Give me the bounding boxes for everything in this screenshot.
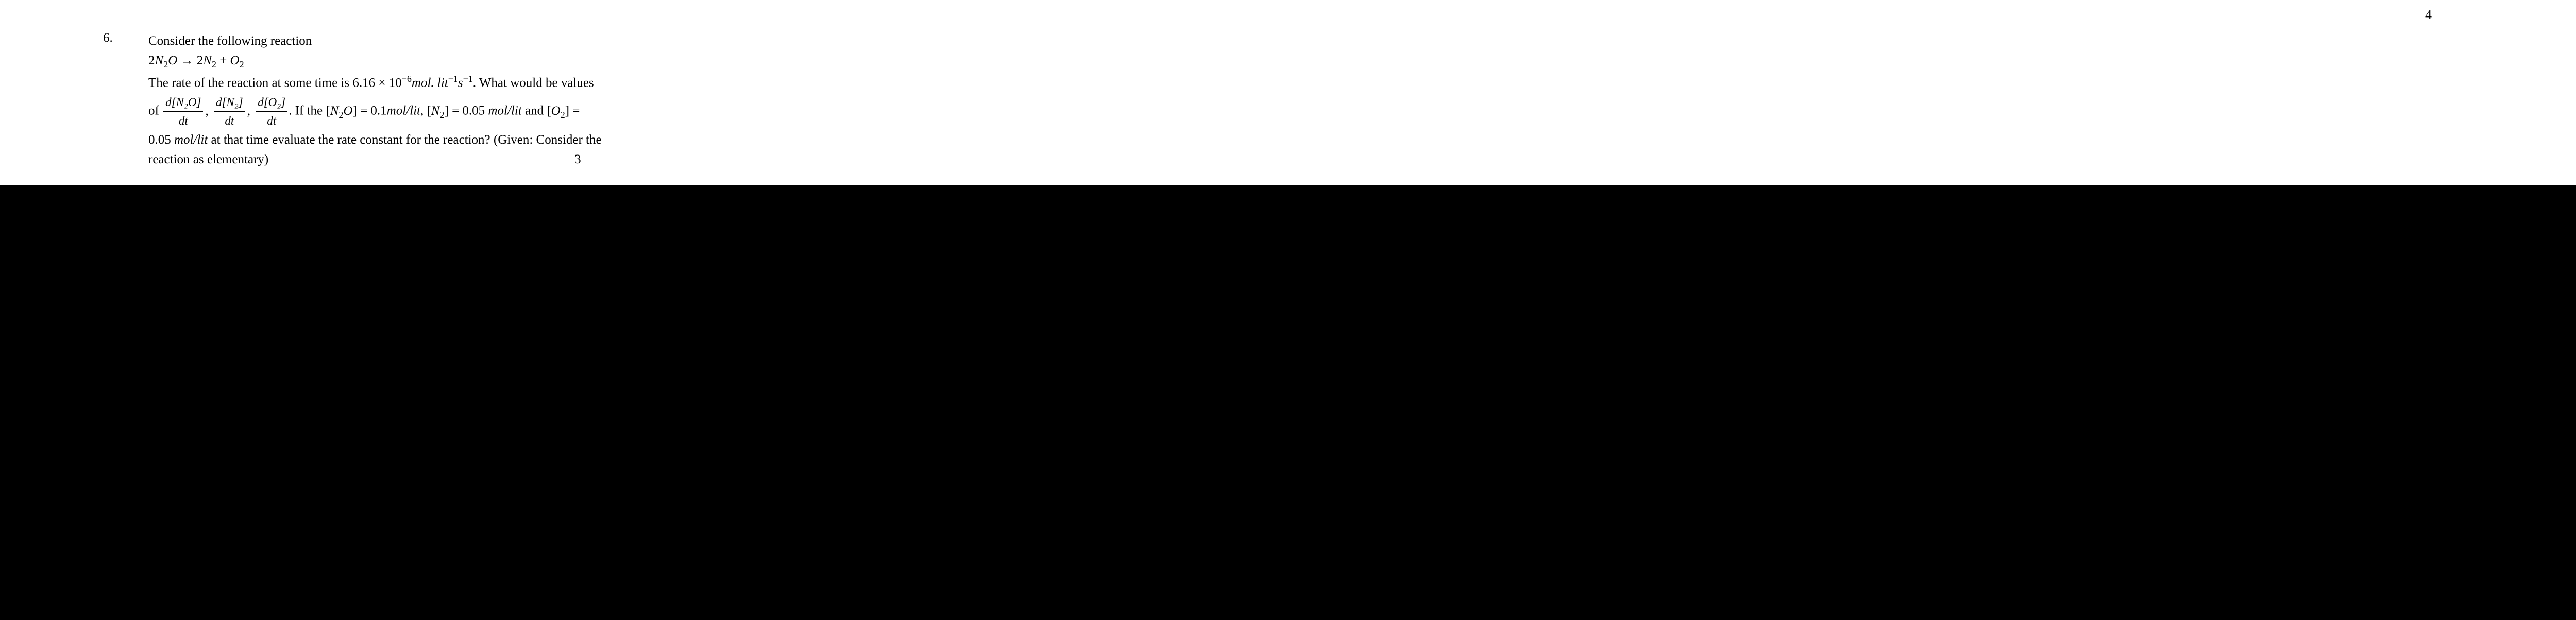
conc-O2-val: 0.05 [148, 133, 174, 147]
conc-O2-unit: mol/lit [174, 133, 208, 147]
reaction-lhs-sub: 2 [163, 59, 168, 70]
frac1-den: dt [163, 112, 203, 129]
reaction-arrow: → [181, 54, 194, 67]
rate-unit-s: s [458, 76, 463, 90]
and-text: and [522, 104, 547, 118]
derivatives-line: of d[N₂O] dt , d[N₂] dt , d[O₂] dt . If … [148, 94, 602, 130]
rate-unit-exp2: −1 [463, 74, 473, 84]
reaction-lhs-coef: 2 [148, 54, 155, 67]
question-number: 6. [103, 31, 124, 45]
rate-sentence: The rate of the reaction at some time is… [148, 72, 602, 93]
rate-post: . What would be values [473, 76, 594, 90]
reaction-equation: 2N2O → 2N2 + O2 [148, 51, 602, 71]
question-marks: 3 [574, 150, 581, 169]
reaction-rhs2-sub: 2 [240, 59, 244, 70]
rate-unit-exp1: −1 [448, 74, 458, 84]
frac2-num: d[N₂] [214, 94, 245, 112]
frac3-den: dt [256, 112, 287, 129]
derivs-after: . If the [289, 104, 326, 118]
derivs-lead: of [148, 104, 162, 118]
conc-N2-eq: = 0.05 [449, 104, 488, 118]
reaction-rhs1-sub: 2 [212, 59, 216, 70]
reaction-rhs1-N: N [203, 54, 212, 67]
rate-value-exp: −6 [402, 74, 412, 84]
conc-N2O-eq: = 0.1 [357, 104, 387, 118]
question-block: 6. Consider the following reaction 2N2O … [103, 31, 2473, 170]
reaction-plus: + [219, 54, 227, 67]
frac3-num: d[O₂] [256, 94, 287, 112]
frac-dO2-dt: d[O₂] dt [255, 94, 289, 130]
question-line1: Consider the following reaction [148, 32, 602, 50]
page: 4 6. Consider the following reaction 2N2… [0, 0, 2576, 185]
conc-N2-label: [N2] [427, 104, 448, 118]
reaction-rhs1-coef: 2 [197, 54, 204, 67]
tail-line2: reaction as elementary) 3 [148, 150, 602, 169]
conc-N2O-unit: mol/lit [387, 104, 420, 118]
frac-dN2-dt: d[N₂] dt [213, 94, 246, 130]
sep1: , [204, 104, 209, 118]
page-number-top: 4 [2425, 7, 2432, 23]
sep2: , [246, 104, 251, 118]
reaction-lhs-N: N [155, 54, 164, 67]
reaction-rhs2-O: O [230, 54, 240, 67]
conc-O2-label: [O2] [547, 104, 569, 118]
rate-unit-mol: mol. lit [412, 76, 448, 90]
frac2-den: dt [214, 112, 245, 129]
conc-N2-unit: mol/lit [488, 104, 521, 118]
tail-rest1: at that time evaluate the rate constant … [208, 133, 601, 147]
question-body: Consider the following reaction 2N2O → 2… [148, 31, 602, 170]
frac1-num: d[N₂O] [163, 94, 203, 112]
reaction-lhs-O: O [168, 54, 177, 67]
conc-O2-eq: = [569, 104, 580, 118]
rate-pre: The rate of the reaction at some time is [148, 76, 352, 90]
conc-N2O-label: [N2O] [326, 104, 357, 118]
tail-rest2: reaction as elementary) [148, 152, 268, 166]
rate-value: 6.16 × 10 [352, 76, 401, 90]
frac-dN2O-dt: d[N₂O] dt [162, 94, 204, 130]
tail-line1: 0.05 mol/lit at that time evaluate the r… [148, 131, 602, 149]
